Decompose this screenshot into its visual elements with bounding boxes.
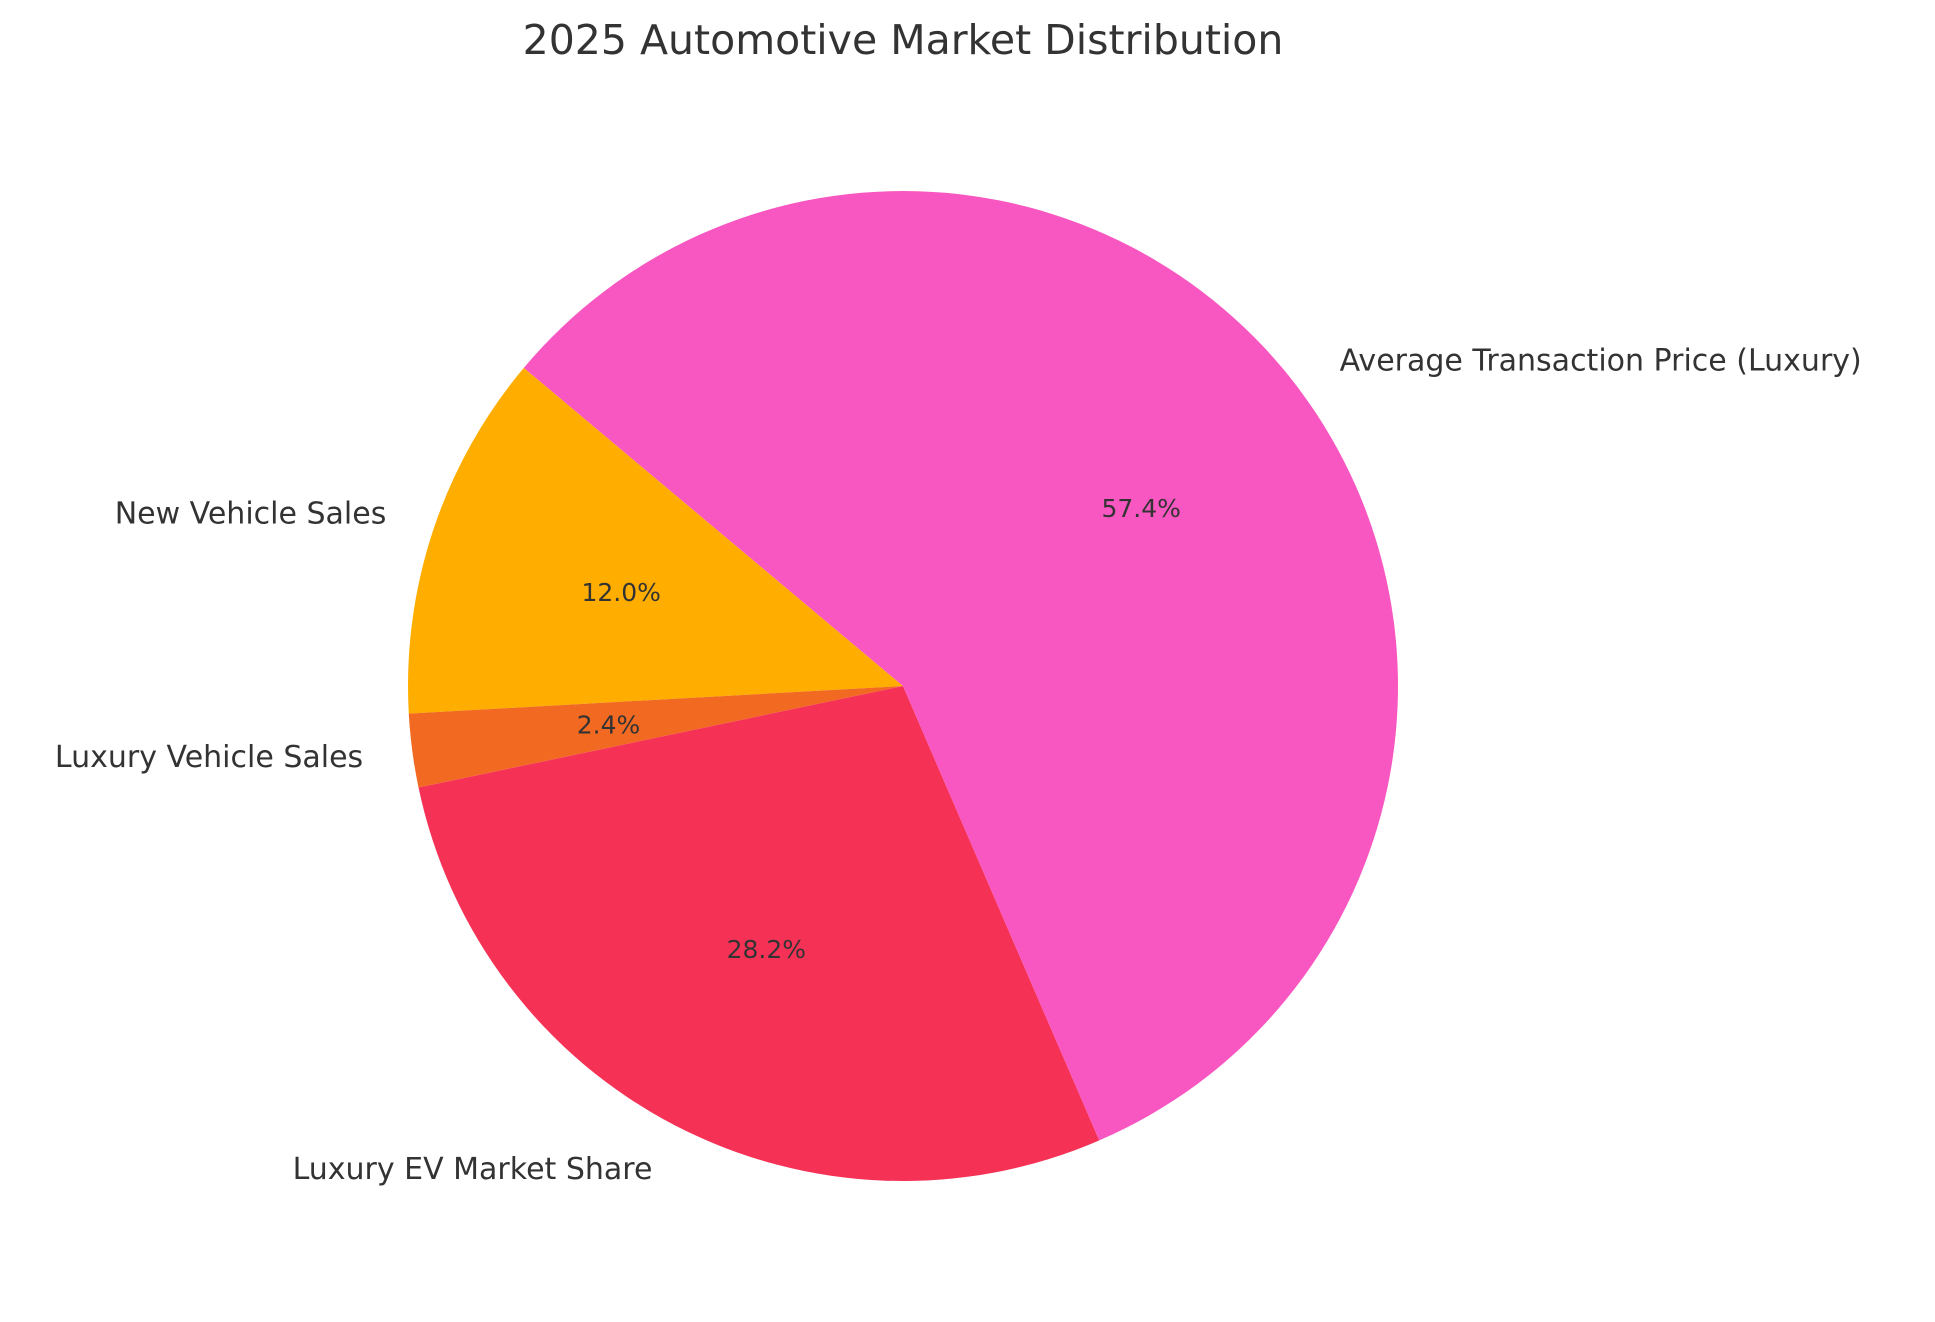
pie-slices: [407, 191, 1398, 1182]
pct-label-new-vehicle-sales: 12.0%: [581, 578, 660, 607]
pie-slice-luxury-vehicle-sales: [408, 686, 903, 788]
slice-labels: New Vehicle Sales Luxury Vehicle Sales Lux…: [55, 343, 1862, 1187]
chart-title: 2025 Automotive Market Distribution: [523, 16, 1284, 64]
pct-label-luxury-vehicle-sales: 2.4%: [577, 710, 641, 739]
slice-label-average-transaction-price-luxury: Average Transaction Price (Luxury): [1340, 343, 1862, 378]
slice-label-new-vehicle-sales: New Vehicle Sales: [115, 497, 387, 532]
slice-label-luxury-ev-market-share: Luxury EV Market Share: [293, 1152, 653, 1187]
pct-label-luxury-ev-market-share: 28.2%: [727, 935, 806, 964]
slice-label-luxury-vehicle-sales: Luxury Vehicle Sales: [55, 740, 363, 775]
percentage-labels: 12.0% 2.4% 28.2% 57.4%: [577, 494, 1181, 964]
pie-slice-new-vehicle-sales: [407, 367, 903, 714]
pie-slice-average-transaction-price-luxury: [523, 191, 1398, 1141]
pct-label-average-transaction-price-luxury: 57.4%: [1101, 494, 1180, 523]
pie-slice-luxury-ev-market-share: [418, 686, 1100, 1182]
